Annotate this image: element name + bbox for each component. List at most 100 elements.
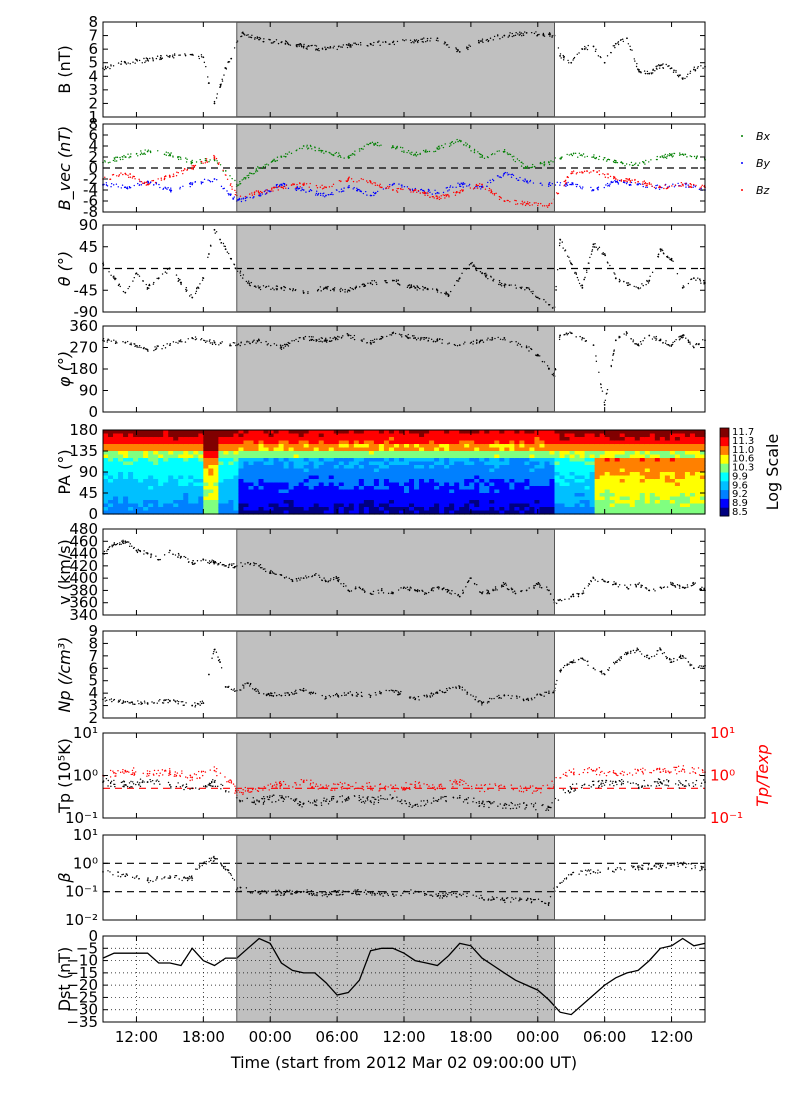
data-point [566,153,568,156]
data-point [548,182,550,184]
heatmap-cell [128,458,134,463]
data-point [371,280,373,282]
data-point [179,54,181,56]
heatmap-cell [258,465,265,470]
data-point [677,182,679,185]
heatmap-cell [519,451,525,456]
data-point [417,39,420,42]
data-point [579,187,582,189]
data-point [166,272,168,274]
heatmap-cell [308,465,315,470]
data-point [695,184,697,187]
data-point [270,42,273,44]
heatmap-cell [459,489,465,494]
heatmap-cell [378,507,385,512]
heatmap-cell [223,447,230,452]
data-point [250,281,253,284]
heatmap-cell [328,458,335,463]
data-point [267,190,269,192]
heatmap-cell [283,440,290,445]
heatmap-cell [424,440,430,445]
heatmap-cell [449,447,455,452]
data-point [325,340,327,343]
heatmap-cell [479,451,485,456]
heatmap-cell [479,503,485,508]
heatmap-cell [409,461,415,466]
heatmap-cell [308,461,315,466]
heatmap-cell [489,430,495,435]
heatmap-cell [263,444,270,449]
heatmap-cell [343,433,350,438]
data-point [409,337,411,339]
heatmap-cell [494,454,500,459]
data-point [590,171,592,173]
heatmap-cell [188,496,194,501]
heatmap-cell [338,458,345,463]
data-point [416,289,418,291]
heatmap-cell [373,496,380,501]
heatmap-cell [173,465,179,470]
data-point [651,338,654,340]
heatmap-cell [398,503,405,508]
heatmap-cell [373,479,380,484]
data-point [595,48,597,51]
data-point [438,148,440,151]
heatmap-cell [283,489,290,494]
heatmap-cell [338,489,345,494]
data-point [271,188,273,190]
data-point [524,165,527,168]
heatmap-cell [514,479,520,484]
heatmap-cell [133,440,139,445]
heatmap-cell [434,500,440,505]
heatmap-cell [363,468,370,473]
heatmap-cell [358,458,365,463]
data-point [607,262,609,264]
data-point [482,341,485,343]
data-point [448,342,450,344]
data-point [666,343,668,346]
heatmap-cell [243,486,250,491]
data-point [522,202,524,204]
heatmap-cell [148,479,154,484]
heatmap-cell [383,433,390,438]
heatmap-cell [333,461,340,466]
data-point [340,188,343,190]
data-point [324,287,326,290]
data-point [239,344,241,347]
heatmap-cell [479,486,485,491]
data-point [234,342,236,344]
data-point [363,284,366,286]
heatmap-cell [293,507,300,512]
data-point [559,55,561,57]
heatmap-cell [143,503,149,508]
data-point [145,181,147,184]
data-point [511,173,514,176]
data-point [689,155,691,157]
data-point [305,47,307,50]
data-point [316,187,319,189]
data-point [415,339,418,341]
heatmap-cell [243,451,250,456]
heatmap-cell [514,458,520,463]
data-point [396,40,399,43]
data-point [685,337,687,339]
heatmap-cell [504,500,510,505]
heatmap-cell [188,444,194,449]
data-point [615,277,617,280]
heatmap-cell [378,451,385,456]
data-point [366,194,368,196]
heatmap-cell [318,489,325,494]
heatmap-cell [328,433,335,438]
heatmap-cell [303,493,310,498]
data-point [179,156,182,159]
data-point [319,186,322,188]
data-point [509,341,511,343]
heatmap-cell [283,437,290,442]
data-point [149,151,152,154]
heatmap-cell [358,430,365,435]
heatmap-cell [113,472,119,477]
data-point [449,142,451,144]
heatmap-cell [529,461,536,466]
heatmap-cell [499,451,505,456]
heatmap-cell [113,461,119,466]
